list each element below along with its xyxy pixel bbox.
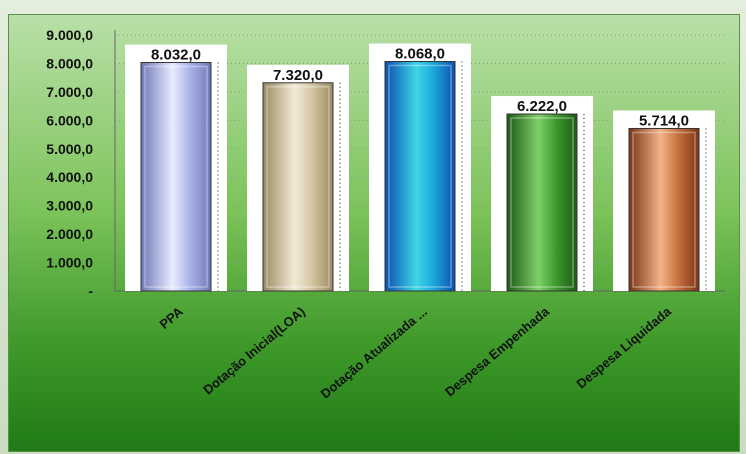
data-label: 7.320,0 (273, 67, 323, 84)
y-tick-label: 2.000,0 (46, 226, 93, 242)
data-label: 6.222,0 (517, 98, 567, 115)
x-tick-label: Despesa Empenhada (442, 303, 552, 399)
y-tick-label: 5.000,0 (46, 141, 93, 157)
y-tick-label: 1.000,0 (46, 255, 93, 271)
x-tick-label: Despesa Liquidada (574, 303, 675, 391)
bar (506, 113, 578, 292)
data-label: 8.068,0 (395, 46, 445, 63)
bar-bevel (388, 64, 452, 288)
data-label: 5.714,0 (639, 112, 689, 129)
y-tick-label: 4.000,0 (46, 169, 93, 185)
bar-bevel (510, 117, 574, 288)
bar-bevel (632, 131, 696, 288)
bar (628, 127, 700, 292)
x-tick-label: Dotação Atualizada ... (318, 304, 430, 402)
bar (384, 61, 456, 292)
y-tick-label: 9.000,0 (46, 27, 93, 43)
y-tick-label: 6.000,0 (46, 112, 93, 128)
bar (262, 82, 334, 292)
y-tick-label: 8.000,0 (46, 55, 93, 71)
data-label: 8.032,0 (151, 47, 201, 64)
bar (140, 62, 212, 292)
x-tick-label: PPA (157, 303, 187, 331)
y-tick-label: 7.000,0 (46, 84, 93, 100)
bar-bevel (266, 86, 330, 288)
y-tick-label: 3.000,0 (46, 198, 93, 214)
bar-bevel (144, 65, 208, 288)
y-tick-label: - (88, 283, 93, 299)
x-tick-label: Dotação Inicial(LOA) (200, 304, 308, 398)
